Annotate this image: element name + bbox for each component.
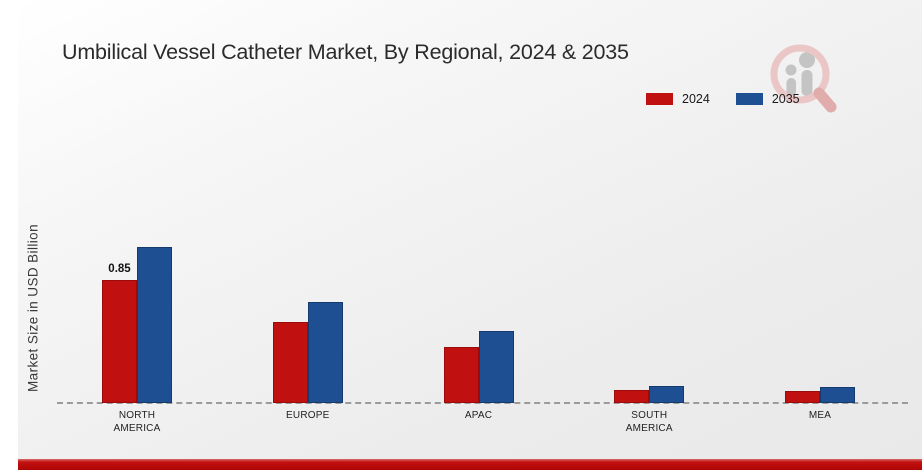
category-label-apac: APAC xyxy=(464,410,493,421)
baseline-dashed-line xyxy=(57,402,908,404)
bar-2035-south-america xyxy=(649,386,685,403)
bar-2024-north-america xyxy=(102,280,137,403)
category-label-europe: EUROPE xyxy=(286,410,330,421)
bar-2024-south-america xyxy=(614,390,650,403)
legend-item-2035: 2035 xyxy=(735,92,800,106)
bar-2035-mea xyxy=(820,387,855,403)
legend-swatch-2024 xyxy=(646,93,673,105)
bar-2035-apac xyxy=(478,331,514,403)
bar-2035-north-america xyxy=(137,247,172,403)
bar-2035-europe xyxy=(307,302,343,403)
legend-item-2024: 2024 xyxy=(646,92,710,106)
bar-data-label: 0.85 xyxy=(108,263,131,275)
legend-swatch-2035 xyxy=(735,93,763,105)
bar-2024-mea xyxy=(785,391,820,403)
bar-2024-apac xyxy=(443,347,479,403)
bar-2024-europe xyxy=(272,322,308,403)
bottom-accent-bar xyxy=(18,459,922,470)
legend-label-2035: 2035 xyxy=(771,92,800,106)
category-label-mea: MEA xyxy=(808,410,832,421)
legend-label-2024: 2024 xyxy=(682,92,710,106)
chart-title: Umbilical Vessel Catheter Market, By Reg… xyxy=(62,40,629,64)
category-label-north-america: NORTH AMERICA xyxy=(113,410,161,434)
legend: 2024 2035 xyxy=(646,92,800,106)
magnifier-chart-logo-icon xyxy=(763,36,845,118)
category-label-south-america: SOUTH AMERICA xyxy=(625,410,673,434)
